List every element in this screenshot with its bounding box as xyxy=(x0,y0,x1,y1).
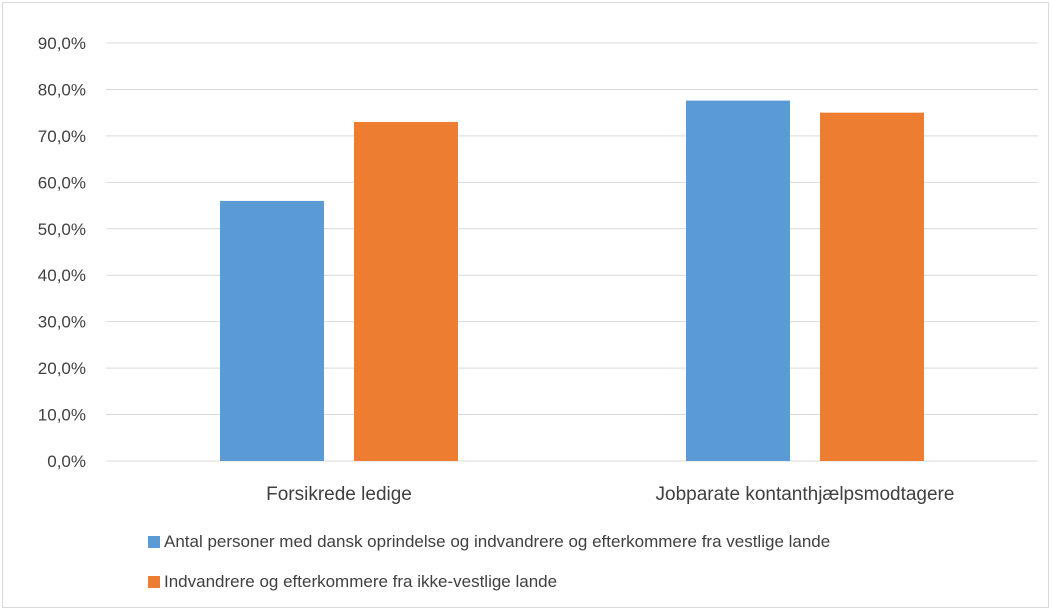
y-tick-label-8: 80,0% xyxy=(38,80,86,99)
y-tick-label-9: 90,0% xyxy=(38,34,86,53)
legend-item-series-2: Indvandrere og efterkommere fra ikke-ves… xyxy=(148,572,830,592)
y-tick-label-4: 40,0% xyxy=(38,266,86,285)
legend-label-series-1: Antal personer med dansk oprindelse og i… xyxy=(164,532,831,551)
y-tick-label-6: 60,0% xyxy=(38,173,86,192)
bar-1-series-2 xyxy=(354,121,458,461)
legend-item-series-1: Antal personer med dansk oprindelse og i… xyxy=(148,532,830,552)
y-tick-label-1: 10,0% xyxy=(38,406,86,425)
y-tick-label-3: 30,0% xyxy=(38,313,86,332)
chart-legend: Antal personer med dansk oprindelse og i… xyxy=(148,532,830,612)
y-tick-label-2: 20,0% xyxy=(38,359,86,378)
x-tick-label-1: Forsikrede ledige xyxy=(266,484,412,505)
y-tick-label-5: 50,0% xyxy=(38,220,86,239)
legend-swatch-series-2 xyxy=(148,576,160,588)
bar-2-series-2 xyxy=(820,112,924,462)
legend-swatch-series-1 xyxy=(148,536,160,548)
bar-2-series-1 xyxy=(686,100,790,461)
legend-label-series-2: Indvandrere og efterkommere fra ikke-ves… xyxy=(164,572,558,591)
y-tick-label-7: 70,0% xyxy=(38,127,86,146)
x-tick-label-2: Jobparate kontanthjælpsmodtagere xyxy=(656,484,955,505)
bar-1-series-1 xyxy=(220,200,324,461)
y-tick-label-0: 0,0% xyxy=(47,452,86,471)
